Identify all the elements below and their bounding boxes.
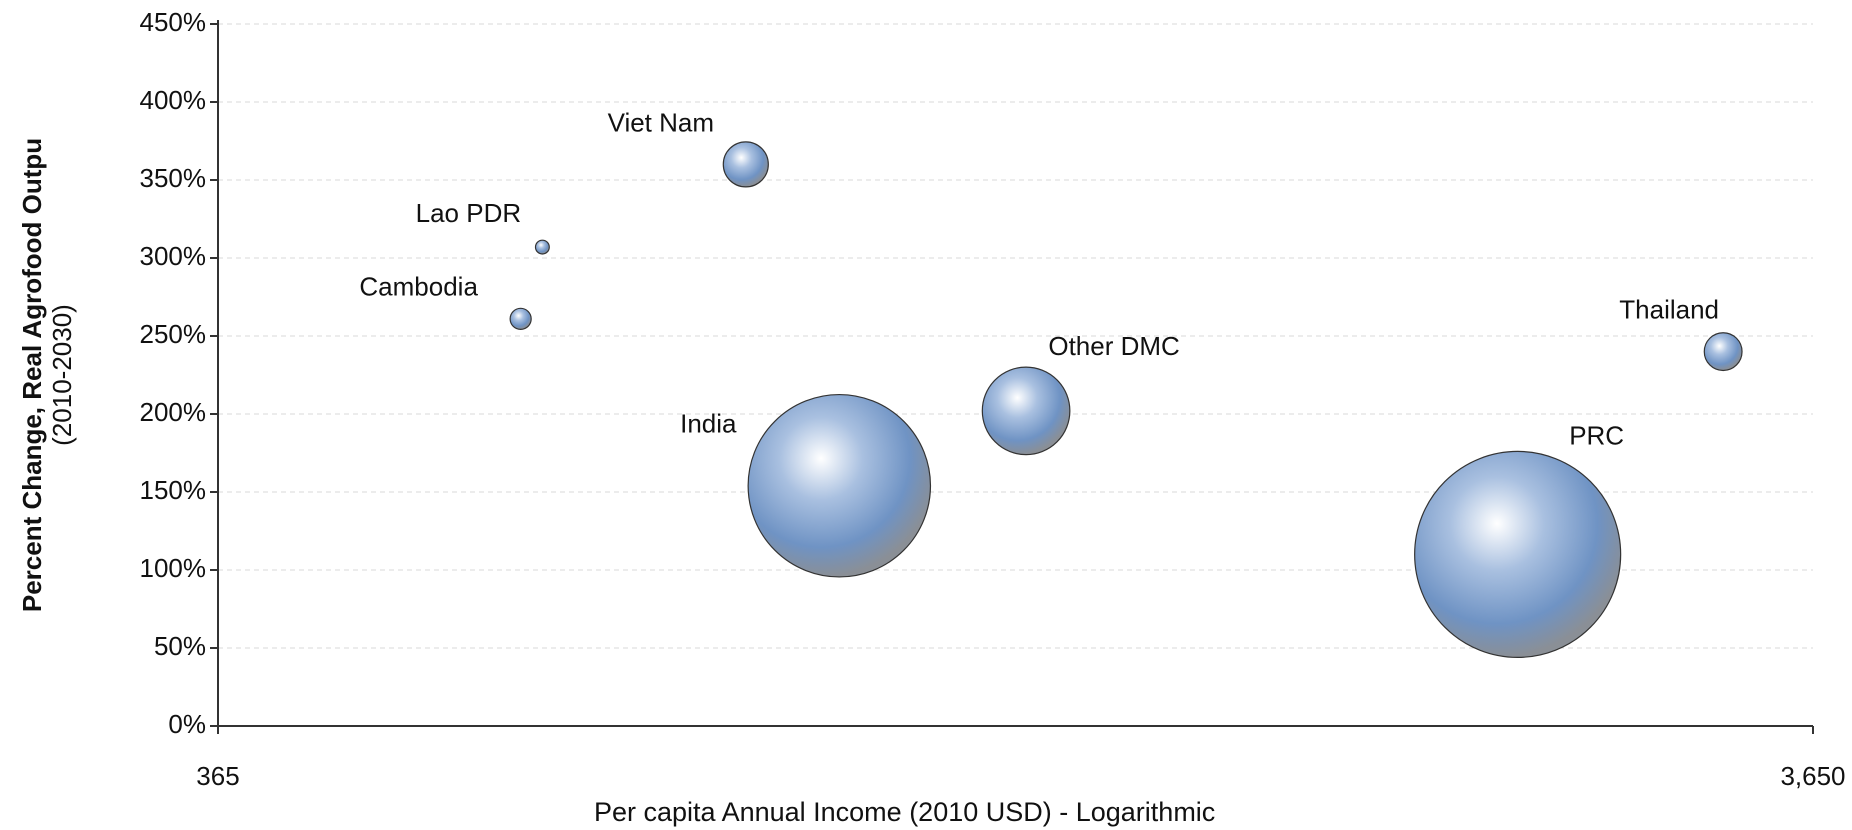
- point-label: Lao PDR: [416, 198, 522, 228]
- y-tick-label: 450%: [140, 7, 207, 37]
- y-tick-label: 400%: [140, 85, 207, 115]
- bubble: [534, 239, 550, 255]
- y-tick-label: 150%: [140, 475, 207, 505]
- y-tick-label: 350%: [140, 163, 207, 193]
- x-axis-title: Per capita Annual Income (2010 USD) - Lo…: [594, 797, 1215, 827]
- y-tick-label: 300%: [140, 241, 207, 271]
- x-tick-label: 365: [196, 761, 239, 791]
- y-tick-label: 50%: [154, 631, 206, 661]
- point-label: Other DMC: [1048, 331, 1179, 361]
- x-tick-label: 3,650: [1780, 761, 1845, 791]
- point-label: Thailand: [1619, 294, 1719, 324]
- bubble: [747, 393, 932, 578]
- y-tick-label: 100%: [140, 553, 207, 583]
- y-axis-title-group: Percent Change, Real Agrofood Outpu (201…: [17, 138, 77, 612]
- y-axis-title: Percent Change, Real Agrofood Outpu: [17, 138, 47, 612]
- point-label: Viet Nam: [608, 107, 714, 137]
- y-tick-label: 200%: [140, 397, 207, 427]
- point-label: India: [680, 409, 737, 439]
- point-label: Cambodia: [359, 272, 478, 302]
- y-tick-label: 0%: [168, 709, 206, 739]
- bubble: [722, 141, 769, 188]
- bubble: [981, 366, 1071, 456]
- y-tick-label: 250%: [140, 319, 207, 349]
- bubble: [1414, 450, 1622, 659]
- bubble: [509, 307, 532, 330]
- point-label: PRC: [1569, 420, 1624, 450]
- bubble: [1703, 332, 1743, 372]
- y-axis-subtitle: (2010-2030): [47, 304, 77, 446]
